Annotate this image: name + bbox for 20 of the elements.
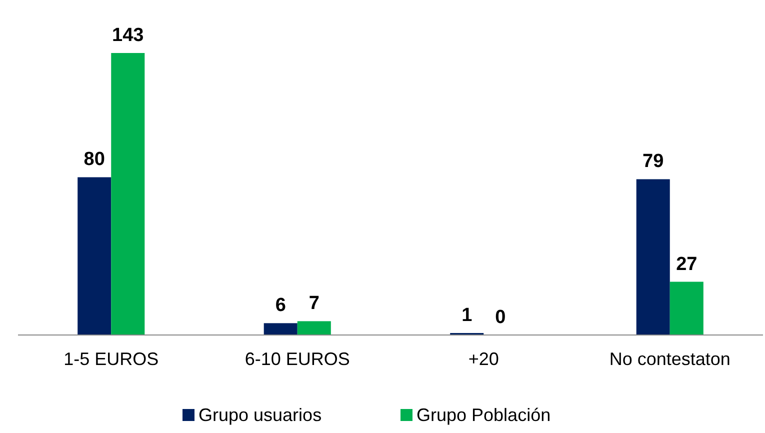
bar [670,282,704,335]
x-tick-label: 6-10 EUROS [244,349,350,369]
data-label: 27 [676,254,698,275]
data-label: 7 [308,293,320,314]
x-tick-label: +20 [468,349,499,369]
legend-label: Grupo Población [416,405,551,425]
bar [636,179,670,335]
data-label: 79 [642,151,664,172]
bar [111,53,145,335]
data-label: 143 [112,25,144,46]
bar [297,321,331,335]
data-label: 1 [462,305,473,326]
bar [264,323,298,335]
data-label: 0 [495,307,506,328]
data-label: 6 [275,295,286,316]
data-label: 80 [84,149,105,170]
x-tick-label: 1-5 EUROS [64,349,159,369]
legend-label: Grupo usuarios [198,405,322,425]
bar [78,177,112,335]
x-tick-label: No contestaton [609,349,730,369]
